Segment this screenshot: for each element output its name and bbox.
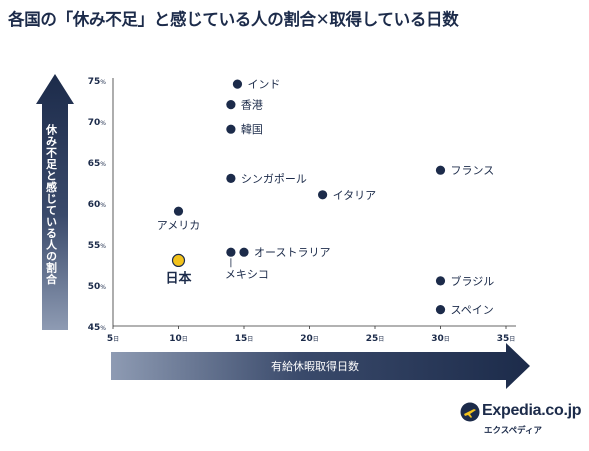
- x-axis-arrow: [111, 343, 530, 389]
- data-point: [173, 206, 184, 216]
- x-tick-label: 25日: [366, 334, 385, 344]
- point-label: スペイン: [451, 304, 494, 317]
- point-label: 香港: [241, 99, 263, 112]
- point-label: ブラジル: [451, 274, 495, 288]
- point-label: イタリア: [333, 189, 377, 202]
- data-point-highlight: [171, 253, 186, 267]
- x-axis-label: 有給休暇取得日数: [271, 359, 359, 373]
- y-tick-label: 75%: [88, 77, 107, 87]
- data-point: [226, 100, 236, 110]
- point-label: アメリカ: [157, 219, 200, 232]
- data-point: [226, 124, 236, 134]
- x-tick-label: 5日: [107, 334, 119, 344]
- data-point: [435, 276, 446, 286]
- x-tick-label: 15日: [235, 334, 254, 344]
- point-label: 日本: [165, 270, 191, 286]
- point-label: メキシコ: [225, 268, 269, 281]
- data-point: [232, 79, 243, 89]
- data-point: [226, 247, 236, 257]
- point-label: 韓国: [241, 123, 263, 136]
- chart-title: 各国の「休み不足」と感じている人の割合✕取得している日数: [8, 10, 459, 29]
- y-tick-label: 65%: [88, 159, 107, 169]
- x-tick-label: 35日: [497, 334, 516, 344]
- x-tick-label: 10日: [169, 334, 188, 344]
- y-tick-label: 55%: [88, 241, 107, 251]
- data-point: [318, 190, 328, 200]
- data-point: [435, 305, 446, 315]
- y-tick-label: 60%: [88, 200, 107, 210]
- expedia-plane-icon: [460, 402, 480, 422]
- point-label: シンガポール: [241, 172, 307, 185]
- data-point: [226, 173, 236, 183]
- y-tick-label: 45%: [88, 323, 107, 333]
- brand-name: Expedia.co.jp: [482, 402, 582, 419]
- y-axis-label: 休み不足と感じている人の割合: [45, 123, 59, 286]
- y-axis-arrow: [36, 74, 74, 330]
- brand-sub: エクスペディア: [484, 426, 543, 436]
- point-label: フランス: [451, 164, 495, 177]
- point-label: インド: [247, 78, 280, 91]
- point-label: オーストラリア: [254, 246, 330, 259]
- data-point: [239, 247, 249, 257]
- y-tick-label: 50%: [88, 282, 107, 292]
- x-tick-label: 30日: [431, 334, 450, 344]
- y-tick-label: 70%: [88, 118, 107, 128]
- x-tick-label: 20日: [300, 334, 319, 344]
- data-point: [435, 165, 446, 175]
